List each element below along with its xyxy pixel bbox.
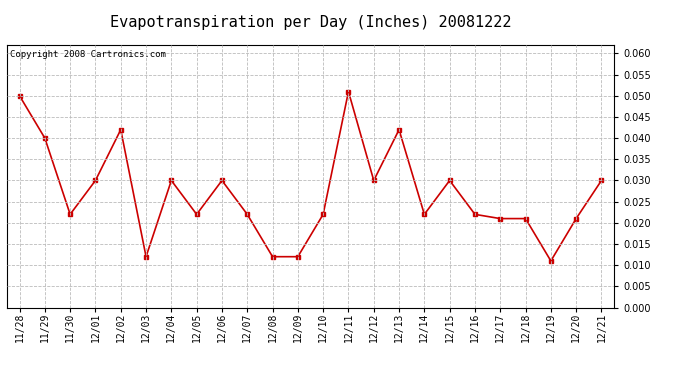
Text: Evapotranspiration per Day (Inches) 20081222: Evapotranspiration per Day (Inches) 2008… xyxy=(110,15,511,30)
Text: Copyright 2008 Cartronics.com: Copyright 2008 Cartronics.com xyxy=(10,50,166,59)
